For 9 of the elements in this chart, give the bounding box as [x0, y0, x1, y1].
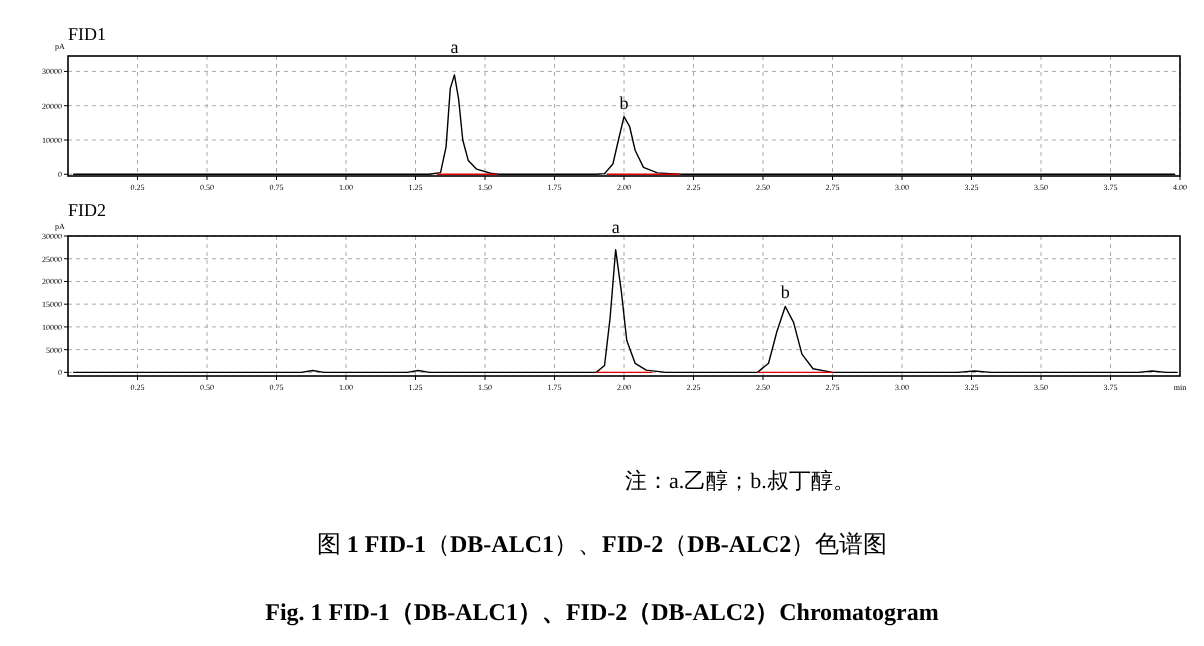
chart-title: FID1 [68, 24, 107, 44]
caption: Fig. 1 FID-1（DB-ALC1）、FID-2（DB-ALC2）Chromatogram [265, 598, 939, 626]
annotation: a [611, 217, 620, 237]
text: 图 1 FID-1（DB-ALC1）、FID-2（DB-ALC2）色谱图 [316, 530, 888, 558]
chart-title: FID2 [68, 200, 107, 220]
annotation: b [619, 92, 630, 113]
annotation: b [780, 282, 791, 303]
annotation: a [450, 37, 459, 57]
text: 注：a.乙醇；b.叔丁醇。 [625, 468, 855, 494]
